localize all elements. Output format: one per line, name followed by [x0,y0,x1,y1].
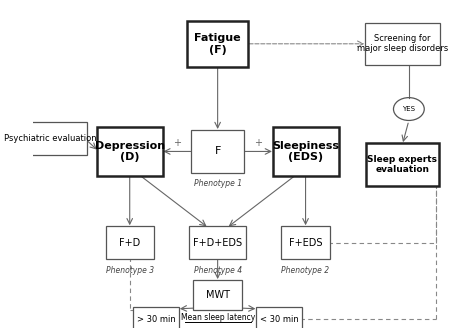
Text: Phenotype 2: Phenotype 2 [282,266,329,275]
FancyBboxPatch shape [106,226,154,259]
FancyBboxPatch shape [256,307,302,329]
FancyBboxPatch shape [97,127,163,176]
FancyBboxPatch shape [14,122,87,155]
Text: Fatigue
(F): Fatigue (F) [194,33,241,55]
FancyBboxPatch shape [365,23,440,65]
Text: Phenotype 1: Phenotype 1 [193,179,242,188]
Text: YES: YES [402,106,415,112]
Text: Sleep experts
evaluation: Sleep experts evaluation [367,155,438,174]
FancyBboxPatch shape [189,226,246,259]
Text: F+EDS: F+EDS [289,238,322,248]
Text: Phenotype 3: Phenotype 3 [106,266,154,275]
Text: Phenotype 4: Phenotype 4 [193,266,242,275]
Text: Depression
(D): Depression (D) [95,141,165,162]
FancyBboxPatch shape [273,127,338,176]
Text: Psychiatric evaluation: Psychiatric evaluation [4,134,97,143]
Text: Mean sleep latency: Mean sleep latency [181,313,255,322]
FancyBboxPatch shape [191,130,244,173]
Text: MWT: MWT [206,290,229,300]
FancyBboxPatch shape [366,143,438,186]
Text: < 30 min: < 30 min [260,315,299,324]
Text: > 30 min: > 30 min [137,315,175,324]
FancyBboxPatch shape [193,280,242,310]
Text: F: F [214,146,221,157]
Text: +: + [255,138,262,148]
FancyBboxPatch shape [282,226,330,259]
Text: Screening for
major sleep disorders: Screening for major sleep disorders [356,34,448,54]
Text: F+D: F+D [119,238,140,248]
FancyBboxPatch shape [187,21,248,67]
Text: F+D+EDS: F+D+EDS [193,238,242,248]
Text: +: + [173,138,181,148]
Text: Sleepiness
(EDS): Sleepiness (EDS) [272,141,339,162]
FancyBboxPatch shape [133,307,179,329]
